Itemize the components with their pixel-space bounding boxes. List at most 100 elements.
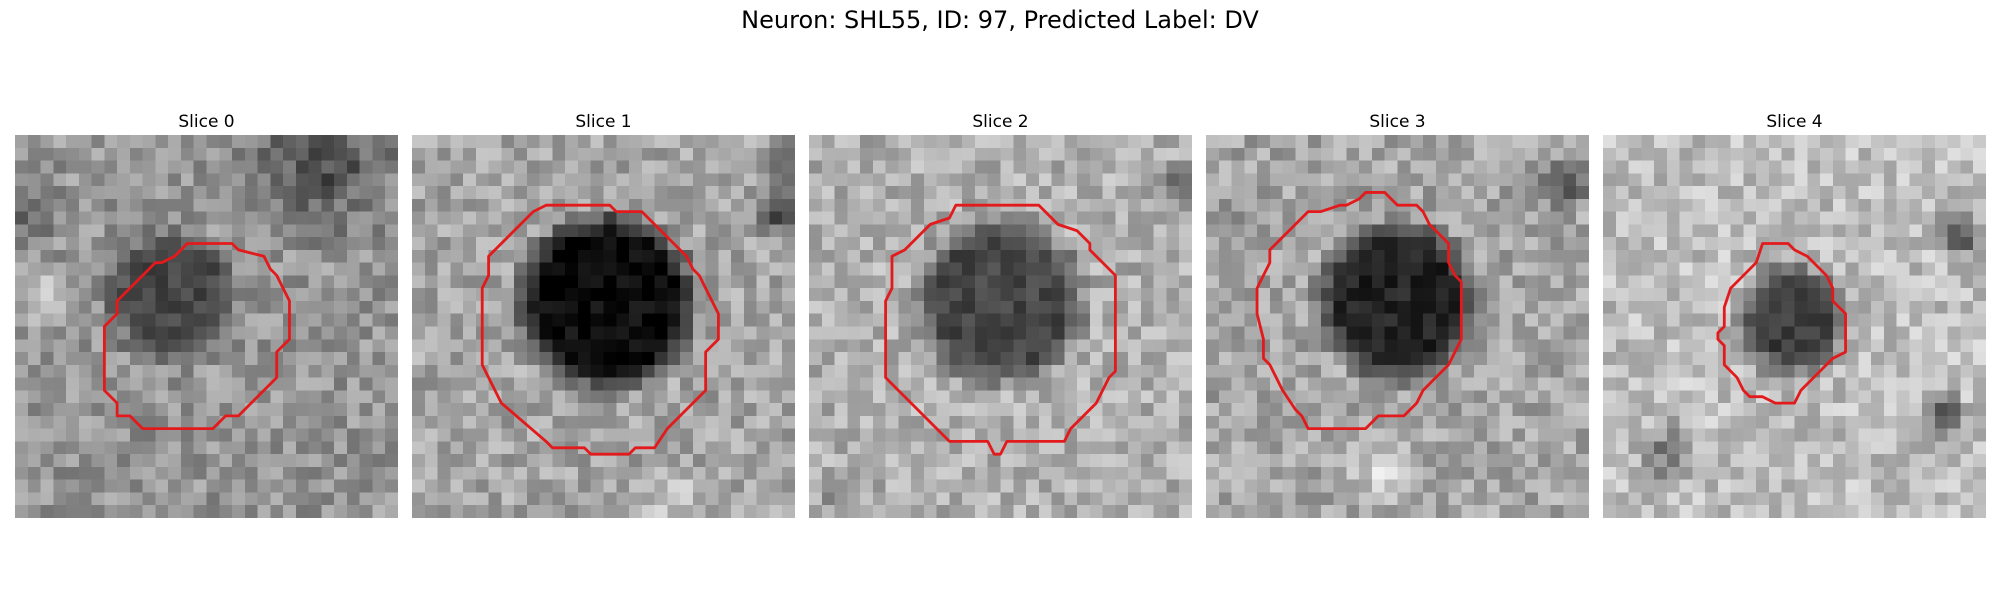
image-pixel (1397, 441, 1411, 455)
image-pixel (1615, 262, 1629, 276)
image-pixel (1512, 173, 1526, 187)
image-pixel (1537, 211, 1551, 225)
image-pixel (155, 237, 169, 251)
image-pixel (424, 505, 438, 518)
image-pixel (1615, 313, 1629, 327)
image-pixel (1705, 326, 1719, 340)
image-pixel (1013, 454, 1027, 468)
image-pixel (1089, 364, 1103, 378)
image-pixel (590, 492, 604, 506)
image-pixel (616, 428, 630, 442)
image-pixel (705, 466, 719, 480)
image-pixel (731, 173, 745, 187)
image-pixel (1295, 313, 1309, 327)
image-pixel (385, 249, 398, 263)
image-pixel (1077, 441, 1091, 455)
image-pixel (1206, 147, 1220, 161)
image-pixel (359, 390, 373, 404)
image-pixel (1000, 428, 1014, 442)
image-pixel (283, 428, 297, 442)
image-pixel (1051, 249, 1065, 263)
image-pixel (1346, 288, 1360, 302)
image-pixel (1128, 186, 1142, 200)
image-pixel (641, 147, 655, 161)
image-pixel (1743, 364, 1757, 378)
image-pixel (756, 403, 770, 417)
image-pixel (1474, 211, 1488, 225)
image-pixel (193, 300, 207, 314)
image-pixel (129, 211, 143, 225)
image-pixel (1038, 237, 1052, 251)
image-pixel (1474, 249, 1488, 263)
image-pixel (1166, 275, 1180, 289)
image-pixel (743, 352, 757, 366)
image-pixel (372, 147, 386, 161)
image-pixel (1051, 441, 1065, 455)
image-pixel (1603, 237, 1617, 251)
image-pixel (412, 390, 426, 404)
image-pixel (437, 403, 451, 417)
image-pixel (667, 390, 681, 404)
image-pixel (1231, 428, 1245, 442)
image-pixel (78, 326, 92, 340)
slice-title-4: Slice 4 (1766, 112, 1823, 132)
image-pixel (860, 403, 874, 417)
image-pixel (1743, 173, 1757, 187)
image-pixel (488, 198, 502, 212)
image-pixel (180, 377, 194, 391)
image-pixel (692, 454, 706, 468)
image-pixel (860, 441, 874, 455)
image-pixel (1666, 505, 1680, 518)
image-pixel (1563, 262, 1577, 276)
image-pixel (180, 441, 194, 455)
image-pixel (1179, 441, 1192, 455)
image-pixel (1550, 147, 1564, 161)
image-pixel (1576, 390, 1589, 404)
image-pixel (1282, 313, 1296, 327)
image-pixel (629, 186, 643, 200)
image-pixel (334, 466, 348, 480)
image-pixel (898, 326, 912, 340)
image-pixel (1231, 454, 1245, 468)
image-pixel (40, 147, 54, 161)
image-pixel (308, 198, 322, 212)
image-pixel (1089, 173, 1103, 187)
image-pixel (1654, 224, 1668, 238)
image-pixel (654, 339, 668, 353)
image-pixel (1282, 160, 1296, 174)
image-pixel (731, 466, 745, 480)
image-pixel (1038, 492, 1052, 506)
image-pixel (514, 454, 528, 468)
image-pixel (1000, 300, 1014, 314)
image-pixel (1026, 237, 1040, 251)
image-pixel (1576, 237, 1589, 251)
image-pixel (412, 428, 426, 442)
image-pixel (1140, 415, 1154, 429)
image-pixel (949, 415, 963, 429)
image-pixel (514, 339, 528, 353)
image-pixel (1537, 505, 1551, 518)
image-pixel (1883, 288, 1897, 302)
image-pixel (1909, 262, 1923, 276)
image-pixel (1768, 186, 1782, 200)
image-pixel (91, 249, 105, 263)
image-pixel (743, 173, 757, 187)
image-pixel (450, 505, 464, 518)
image-pixel (1960, 403, 1974, 417)
image-pixel (641, 313, 655, 327)
image-pixel (667, 403, 681, 417)
image-pixel (847, 505, 861, 518)
image-pixel (1832, 249, 1846, 263)
image-pixel (1244, 237, 1258, 251)
image-pixel (40, 428, 54, 442)
image-pixel (1218, 224, 1232, 238)
image-pixel (629, 313, 643, 327)
image-pixel (321, 211, 335, 225)
image-pixel (1397, 237, 1411, 251)
image-pixel (1896, 326, 1910, 340)
image-pixel (1743, 377, 1757, 391)
image-pixel (782, 249, 795, 263)
image-pixel (1871, 135, 1885, 149)
image-pixel (475, 224, 489, 238)
image-pixel (603, 135, 617, 149)
